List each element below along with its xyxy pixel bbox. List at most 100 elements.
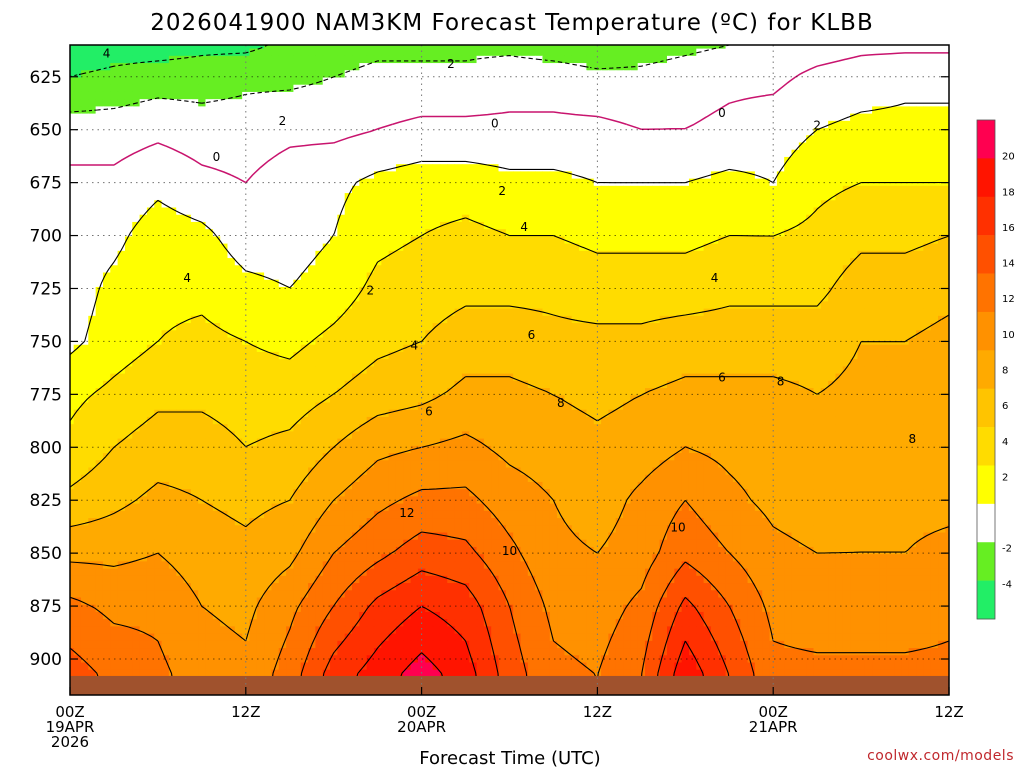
temperature-cell <box>908 185 917 194</box>
temperature-cell <box>923 142 932 151</box>
temperature-cell <box>300 308 309 317</box>
temperature-cell <box>146 77 155 86</box>
temperature-cell <box>505 250 514 259</box>
temperature-cell <box>256 236 265 245</box>
temperature-cell <box>190 149 199 158</box>
temperature-cell <box>491 113 500 122</box>
temperature-cell <box>146 207 155 216</box>
temperature-cell <box>483 229 492 237</box>
temperature-cell <box>198 113 207 122</box>
temperature-cell <box>454 323 463 331</box>
temperature-cell <box>95 214 104 223</box>
temperature-cell <box>703 178 712 187</box>
temperature-cell <box>337 258 346 266</box>
temperature-cell <box>381 308 390 317</box>
temperature-cell <box>271 286 280 295</box>
temperature-cell <box>330 164 338 172</box>
temperature-cell <box>740 128 749 136</box>
temperature-cell <box>425 99 434 107</box>
temperature-cell <box>110 323 119 331</box>
temperature-cell <box>688 99 697 107</box>
temperature-cell <box>615 229 624 237</box>
temperature-cell <box>124 178 133 187</box>
temperature-cell <box>732 323 741 331</box>
temperature-cell <box>234 315 243 324</box>
temperature-cell <box>124 207 133 216</box>
temperature-cell <box>879 279 888 288</box>
temperature-cell <box>80 135 89 144</box>
temperature-cell <box>242 236 250 245</box>
temperature-cell <box>886 48 895 57</box>
temperature-cell <box>300 48 309 57</box>
temperature-cell <box>901 250 910 259</box>
temperature-cell <box>220 171 229 180</box>
temperature-cell <box>637 258 646 266</box>
temperature-cell <box>205 106 214 115</box>
temperature-cell <box>161 272 170 281</box>
temperature-cell <box>791 185 800 194</box>
temperature-cell <box>234 63 243 71</box>
temperature-cell <box>828 135 836 144</box>
temperature-cell <box>256 142 265 151</box>
temperature-cell <box>557 70 565 79</box>
temperature-cell <box>454 77 463 86</box>
temperature-cell <box>132 214 141 223</box>
temperature-cell <box>747 323 756 331</box>
temperature-cell <box>220 99 229 107</box>
temperature-cell <box>344 128 353 136</box>
temperature-cell <box>681 308 690 317</box>
temperature-cell <box>879 45 888 50</box>
temperature-cell <box>315 315 324 324</box>
temperature-cell <box>110 236 119 245</box>
temperature-cell <box>198 185 207 194</box>
temperature-cell <box>557 193 565 201</box>
temperature-cell <box>527 77 536 86</box>
temperature-cell <box>732 84 741 93</box>
temperature-cell <box>901 229 910 237</box>
temperature-cell <box>432 229 441 237</box>
temperature-cell <box>95 178 104 187</box>
temperature-cell <box>872 45 880 50</box>
temperature-cell <box>439 193 448 201</box>
temperature-cell <box>820 99 829 107</box>
temperature-cell <box>337 120 346 129</box>
temperature-cell <box>754 330 763 339</box>
temperature-cell <box>95 236 104 245</box>
temperature-cell <box>124 323 133 331</box>
temperature-cell <box>923 106 932 115</box>
temperature-cell <box>439 156 448 165</box>
temperature-cell <box>417 128 426 136</box>
temperature-cell <box>425 91 434 100</box>
temperature-cell <box>469 178 478 187</box>
temperature-cell <box>220 301 229 310</box>
temperature-cell <box>754 258 763 266</box>
temperature-cell <box>527 258 536 266</box>
temperature-cell <box>293 91 302 100</box>
temperature-cell <box>73 135 82 144</box>
temperature-cell <box>894 279 902 288</box>
temperature-cell <box>417 330 426 339</box>
temperature-cell <box>549 99 558 107</box>
temperature-cell <box>146 236 155 245</box>
temperature-cell <box>623 142 631 151</box>
temperature-cell <box>278 214 287 223</box>
temperature-cell <box>666 113 675 122</box>
temperature-cell <box>886 149 895 158</box>
temperature-cell <box>337 272 346 281</box>
temperature-cell <box>681 243 690 252</box>
temperature-cell <box>923 77 932 86</box>
temperature-cell <box>454 91 463 100</box>
temperature-cell <box>146 308 155 317</box>
temperature-cell <box>139 142 148 151</box>
temperature-cell <box>322 178 331 187</box>
temperature-cell <box>139 185 148 194</box>
temperature-cell <box>132 315 141 324</box>
temperature-cell <box>725 286 734 295</box>
temperature-cell <box>908 330 917 339</box>
temperature-cell <box>659 258 668 266</box>
temperature-cell <box>198 149 207 158</box>
temperature-cell <box>740 265 749 274</box>
temperature-cell <box>696 45 705 50</box>
temperature-cell <box>359 55 368 64</box>
temperature-cell <box>344 91 353 100</box>
